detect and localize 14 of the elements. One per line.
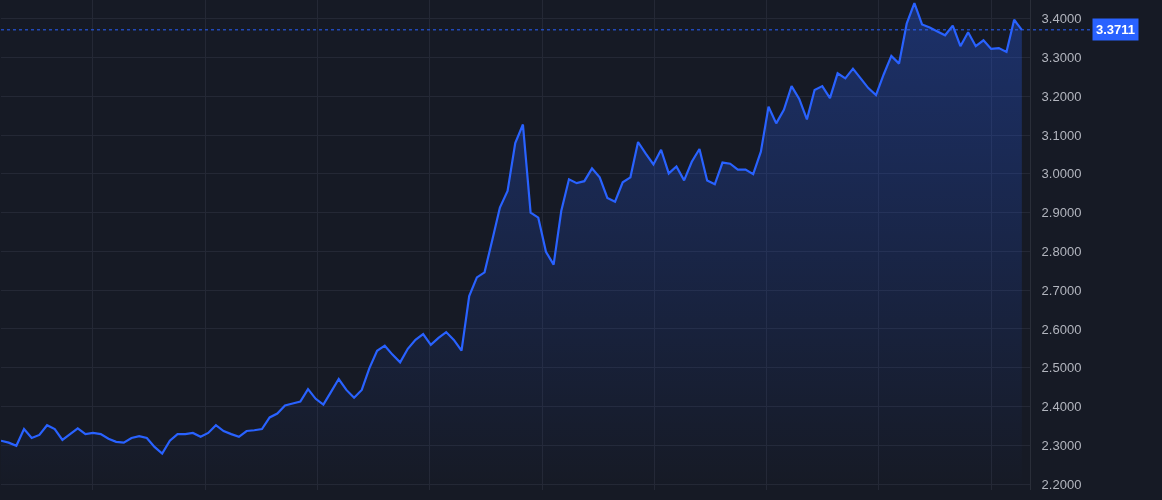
y-tick-label: 2.7000 xyxy=(1041,282,1082,298)
y-tick-label: 2.3000 xyxy=(1041,437,1082,453)
y-tick-label: 2.4000 xyxy=(1041,399,1082,415)
y-tick-label: 2.6000 xyxy=(1041,321,1082,337)
y-tick-label: 3.3000 xyxy=(1041,49,1082,65)
y-tick-label: 3.1000 xyxy=(1041,127,1082,143)
y-tick-label: 3.0000 xyxy=(1041,166,1082,182)
y-tick-label: 2.8000 xyxy=(1041,243,1082,259)
y-tick-label: 2.5000 xyxy=(1041,360,1082,376)
y-tick-label: 2.2000 xyxy=(1041,476,1082,492)
y-tick-label: 3.2000 xyxy=(1041,88,1082,104)
ref-line-label: 3.3711 xyxy=(1096,22,1136,37)
y-tick-label: 2.9000 xyxy=(1041,205,1082,221)
y-tick-label: 3.4000 xyxy=(1041,11,1082,27)
